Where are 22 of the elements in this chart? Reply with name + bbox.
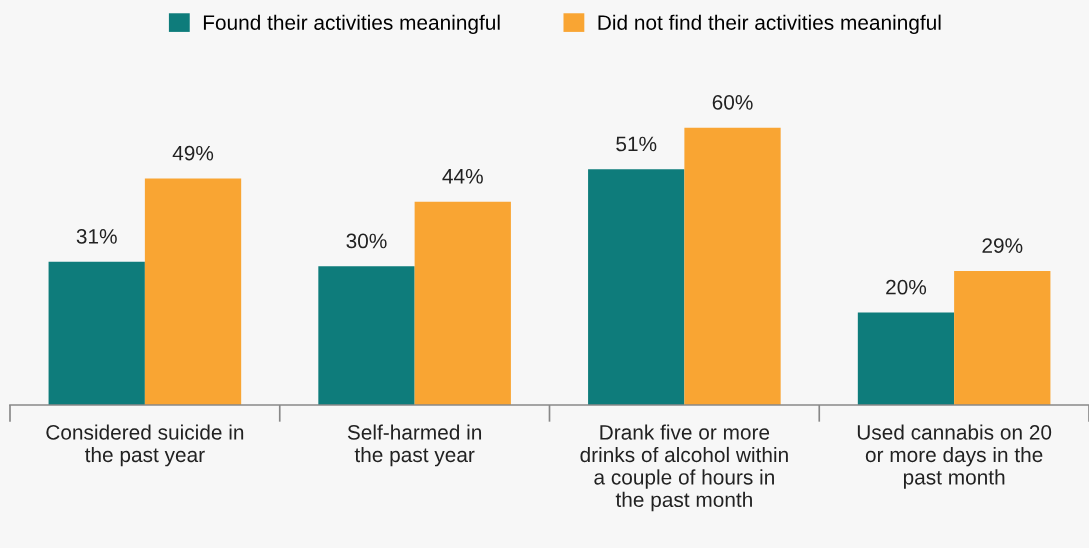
legend-label: Did not find their activities meaningful [598,14,941,35]
x-tick-label: Considered suicide in the past year [46,424,244,467]
bar [684,127,781,405]
data-label: 60% [712,94,753,110]
bar [414,201,511,405]
bar [144,178,242,405]
x-tick-label: Used cannabis on 20 or more days in the past month [857,424,1052,489]
data-label: 51% [616,136,657,152]
data-label: 30% [346,233,387,249]
data-label: 31% [76,228,117,244]
bar [857,312,955,405]
bar [48,261,145,405]
data-label: 20% [886,279,927,295]
data-label: 49% [172,145,214,161]
data-label: 29% [982,238,1023,253]
bar [588,169,685,405]
data-label: 44% [442,169,483,184]
legend-label: Found their activities meaningful [203,14,500,35]
x-tick-label: Self-harmed in the past year [347,424,482,467]
bar [954,270,1051,405]
x-tick-label: Drank five or more drinks of alcohol within a couple of hours in the past month [580,424,788,512]
bar [318,266,415,405]
